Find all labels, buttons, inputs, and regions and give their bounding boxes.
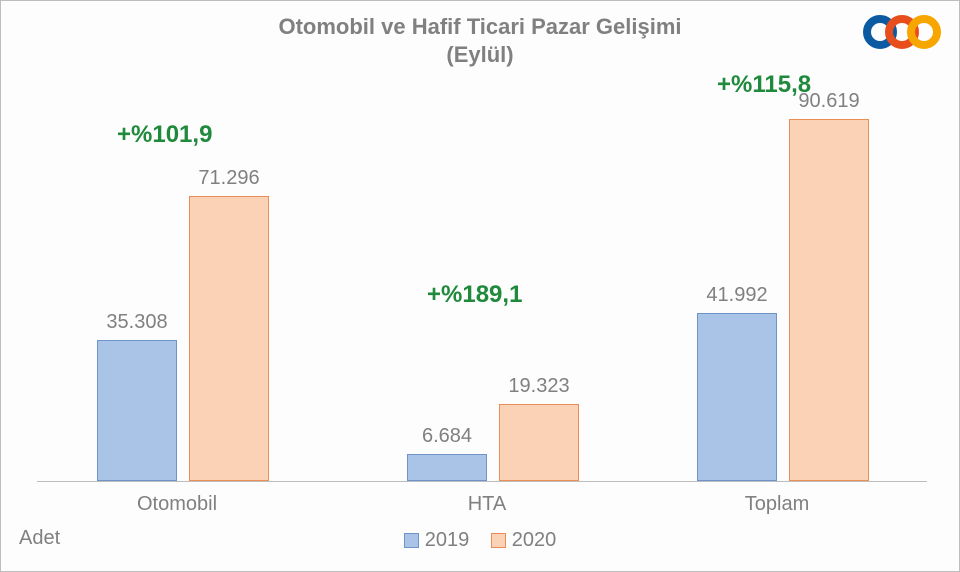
odd-logo-icon	[863, 15, 941, 49]
legend-swatch-2019	[404, 533, 419, 548]
legend: 2019 2020	[1, 529, 959, 554]
bar-value-label: 6.684	[387, 425, 507, 448]
legend-label-2020: 2020	[512, 529, 557, 552]
legend-item-2019: 2019	[404, 529, 470, 552]
category-label: HTA	[367, 493, 607, 516]
chart-title: Otomobil ve Hafif Ticari Pazar Gelişimi …	[1, 13, 959, 68]
bar-value-label: 71.296	[169, 167, 289, 190]
title-line1: Otomobil ve Hafif Ticari Pazar Gelişimi	[278, 14, 681, 39]
bar-value-label: 41.992	[677, 284, 797, 307]
bar-group: +%115,841.99290.619	[677, 81, 917, 481]
pct-label: +%189,1	[427, 281, 522, 309]
bar-group: +%101,9 35.308 71.296	[77, 81, 317, 481]
unit-label: Adet	[19, 527, 60, 550]
title-line2: (Eylül)	[446, 42, 513, 67]
category-label: Otomobil	[57, 493, 297, 516]
plot-area: +%101,935.30871.296+%189,16.68419.323+%1…	[37, 81, 927, 482]
pct-label: +%101,9	[117, 121, 212, 149]
bar	[789, 119, 869, 481]
chart-frame: Otomobil ve Hafif Ticari Pazar Gelişimi …	[0, 0, 960, 572]
bar	[697, 313, 777, 481]
logo-ring-3	[907, 15, 941, 49]
bar	[407, 454, 487, 481]
bar	[189, 196, 269, 481]
bar	[499, 404, 579, 481]
category-label: Toplam	[657, 493, 897, 516]
bar-group: +%189,1 6.684 19.323	[387, 81, 627, 481]
bar-value-label: 90.619	[769, 90, 889, 113]
legend-item-2020: 2020	[491, 529, 557, 552]
legend-swatch-2020	[491, 533, 506, 548]
bar-value-label: 35.308	[77, 311, 197, 334]
legend-label-2019: 2019	[425, 529, 470, 552]
bar-value-label: 19.323	[479, 375, 599, 398]
bar	[97, 340, 177, 481]
